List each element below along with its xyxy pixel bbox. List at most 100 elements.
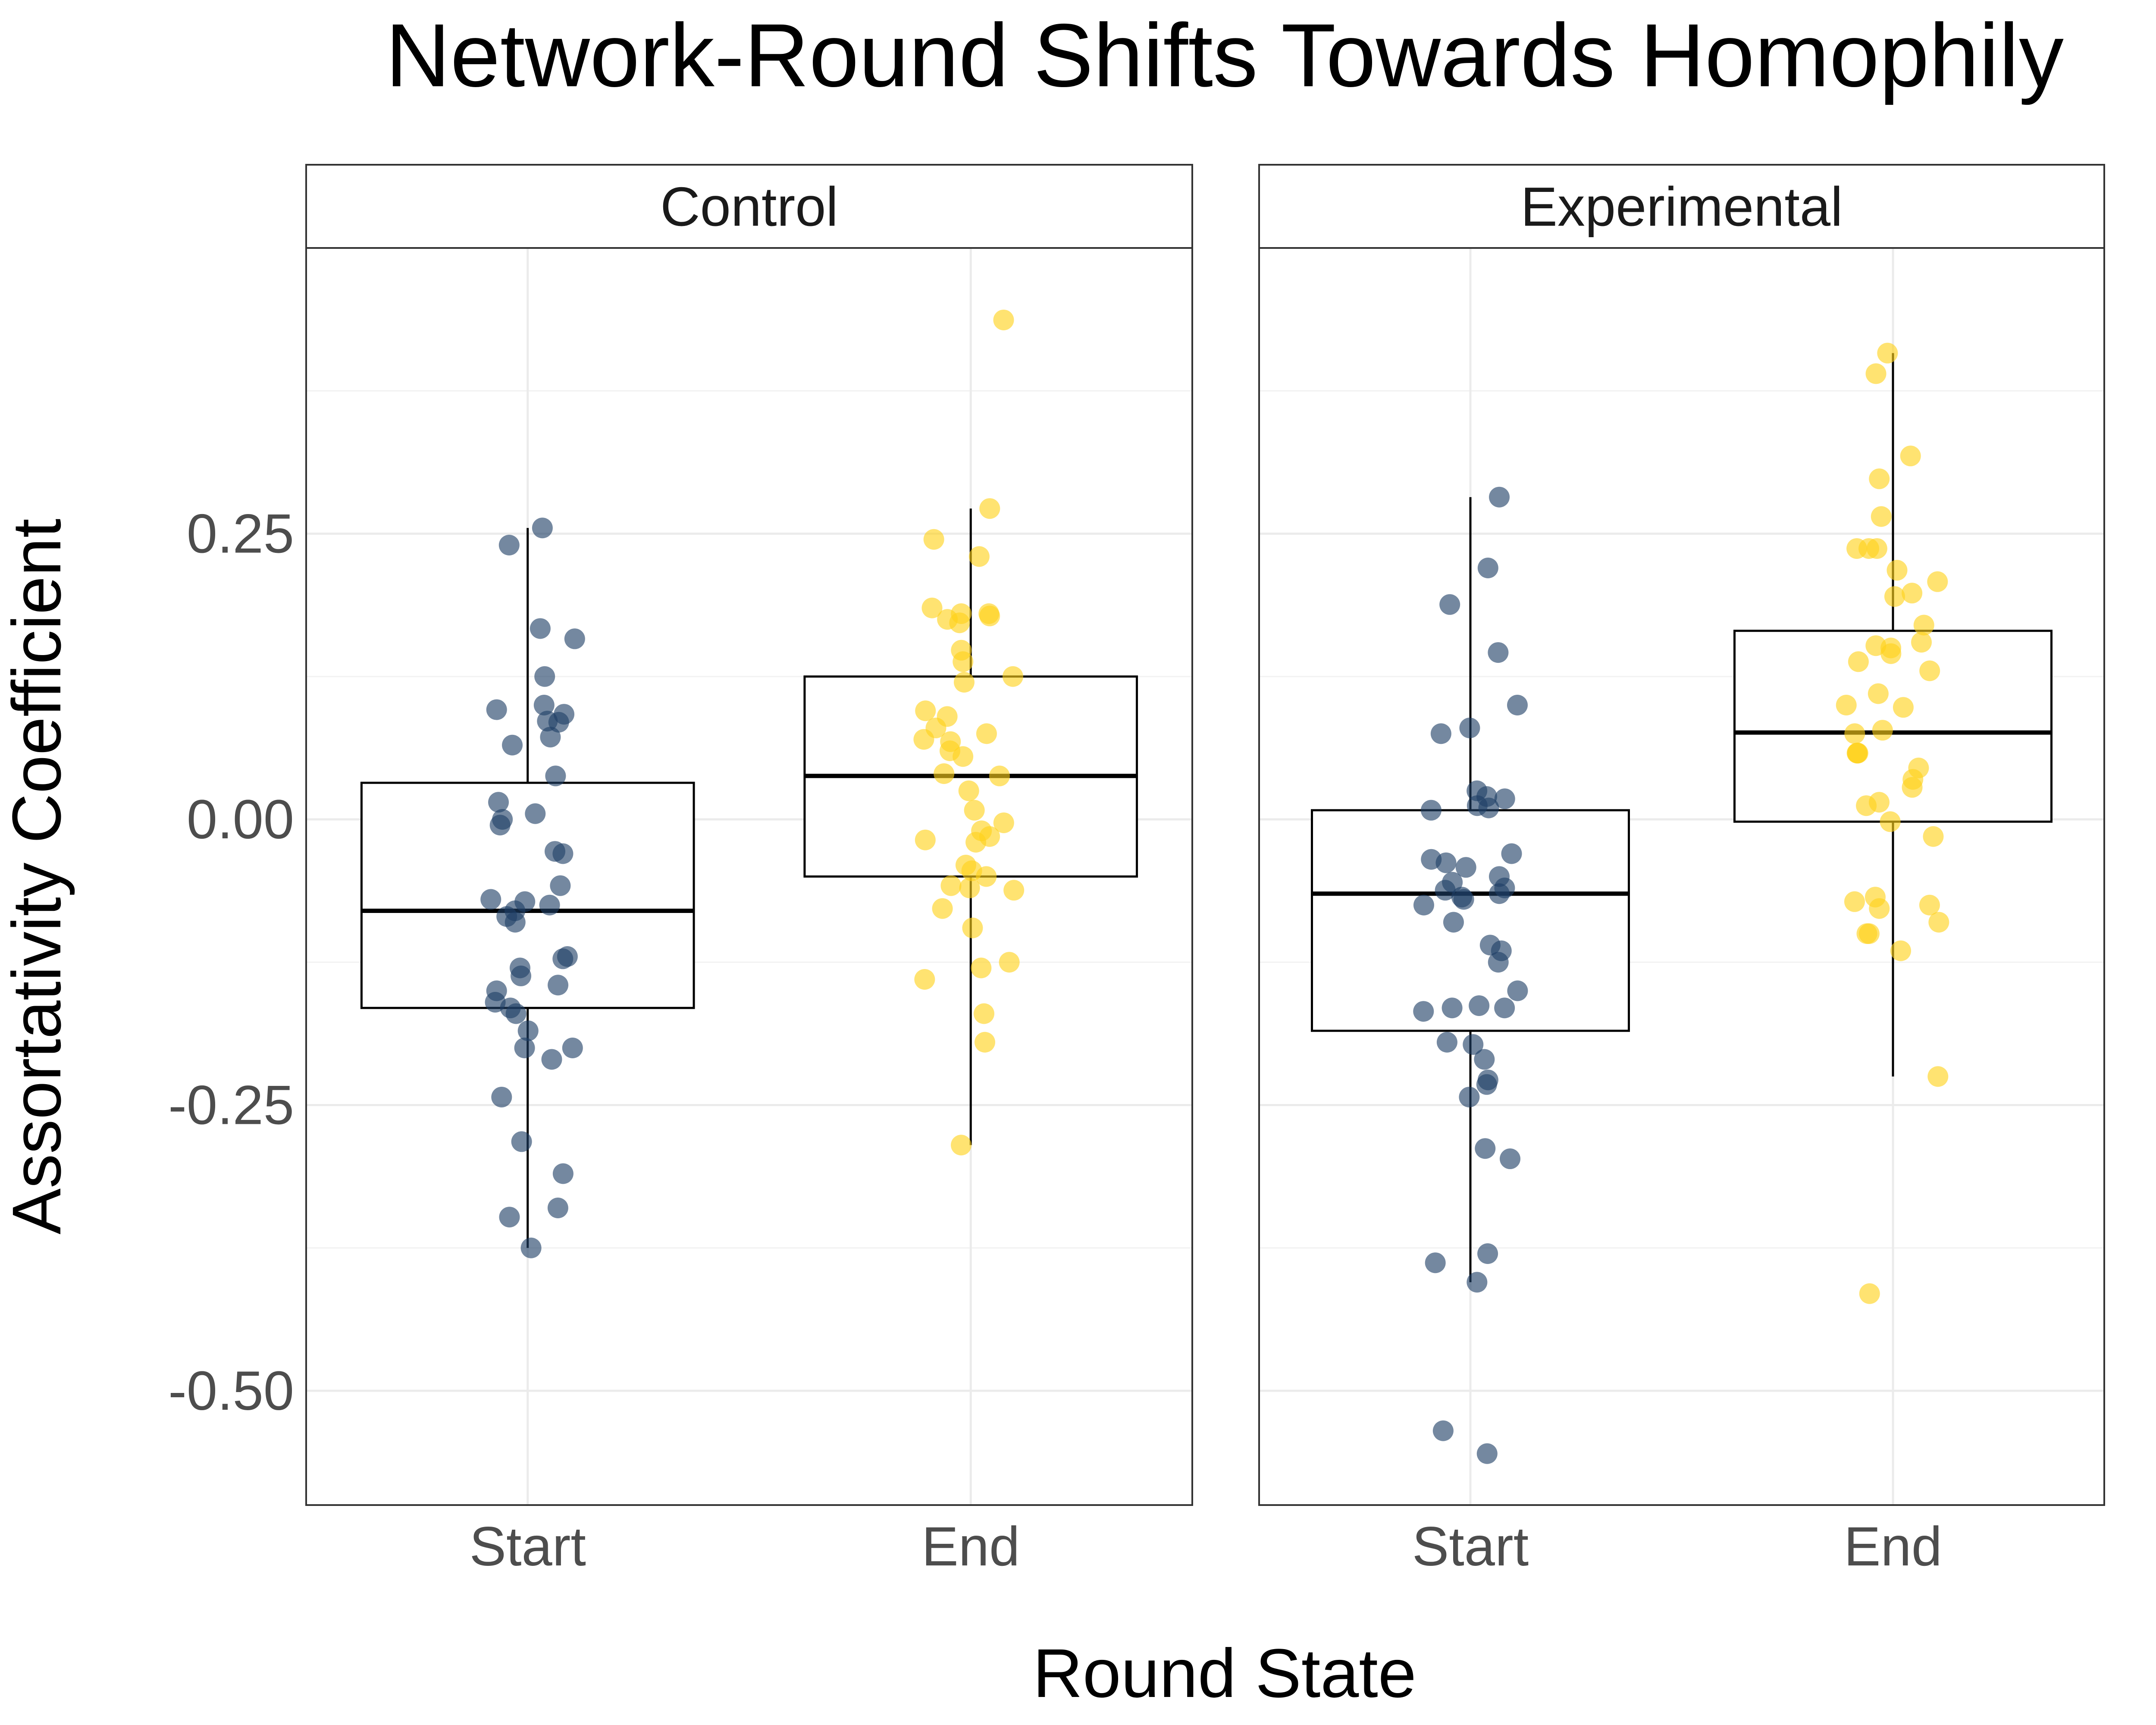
data-point (488, 792, 509, 813)
data-point (1858, 923, 1880, 944)
data-point (1846, 538, 1868, 559)
data-point (971, 957, 992, 979)
data-point (1871, 506, 1892, 527)
data-point (502, 734, 523, 756)
facet-strip-label: Experimental (1521, 176, 1843, 238)
data-point (480, 889, 501, 910)
data-point (1489, 883, 1510, 904)
data-point (1844, 723, 1865, 744)
data-point (953, 746, 974, 767)
data-point (1865, 363, 1887, 384)
data-point (1425, 1252, 1446, 1273)
data-point (1488, 642, 1509, 663)
data-point (1476, 1443, 1498, 1464)
data-point (534, 666, 555, 687)
data-point (1884, 586, 1905, 607)
data-point (1902, 583, 1923, 604)
data-point (959, 878, 980, 898)
data-point (921, 597, 943, 618)
y-tick-label: 0.00 (187, 789, 294, 850)
data-point (1856, 795, 1877, 816)
data-point (539, 894, 560, 916)
facet-panel-experimental: Experimental Start End (1258, 164, 2105, 1578)
data-point (1453, 889, 1474, 910)
data-point (1475, 1138, 1496, 1159)
y-axis-title: Assortativity Coefficient (0, 519, 75, 1235)
data-point (1413, 1001, 1434, 1022)
data-point (486, 699, 507, 720)
data-point (1435, 880, 1456, 901)
data-point (491, 1086, 512, 1107)
data-point (999, 952, 1020, 973)
data-point (951, 1135, 972, 1156)
data-point (1488, 952, 1509, 973)
data-point (1887, 560, 1908, 581)
data-point (1866, 538, 1887, 559)
data-point (1836, 695, 1857, 715)
data-point (923, 529, 944, 550)
data-point (1847, 743, 1868, 764)
data-point (1003, 880, 1025, 901)
data-point (552, 1163, 573, 1184)
data-point (1474, 1049, 1495, 1070)
data-point (498, 535, 520, 555)
data-point (964, 800, 985, 821)
data-point (525, 803, 546, 824)
data-point (979, 605, 1000, 627)
data-point (547, 1198, 568, 1218)
data-point (1420, 800, 1442, 821)
y-tick-label: -0.50 (168, 1360, 294, 1422)
data-point (914, 969, 935, 990)
data-point (1435, 852, 1457, 873)
data-point (1432, 1420, 1454, 1441)
data-point (993, 812, 1014, 833)
data-point (540, 727, 561, 748)
data-point (552, 948, 573, 969)
facet-panel-control: Control Start End (305, 164, 1193, 1578)
data-point (913, 729, 934, 750)
data-point (979, 498, 1000, 519)
data-point (1880, 643, 1902, 664)
data-point (1923, 826, 1944, 847)
y-tick-label: -0.25 (168, 1075, 294, 1136)
data-point (1501, 843, 1522, 864)
data-point (1919, 660, 1940, 681)
x-tick-label: Start (470, 1516, 586, 1578)
data-point (934, 763, 955, 784)
data-point (1443, 912, 1464, 933)
data-point (1459, 1086, 1480, 1107)
data-point (915, 829, 936, 850)
chart-title: Network-Round Shifts Towards Homophily (385, 6, 2064, 106)
data-point (532, 518, 553, 539)
data-point (514, 1038, 535, 1058)
data-point (1477, 1243, 1498, 1264)
data-point (499, 1207, 520, 1228)
data-point (1439, 594, 1460, 615)
data-point (976, 723, 997, 744)
data-point (958, 780, 979, 801)
facet-strip (305, 164, 1193, 249)
data-point (1494, 788, 1515, 809)
facet-strip-label: Control (660, 176, 838, 238)
data-point (564, 628, 585, 649)
data-point (1900, 445, 1921, 467)
data-point (511, 966, 532, 987)
data-point (1477, 558, 1498, 578)
facet-strip (1258, 164, 2105, 249)
data-point (1455, 857, 1476, 878)
data-point (489, 815, 511, 836)
data-point (1467, 1272, 1488, 1293)
data-point (940, 875, 962, 896)
data-point (1880, 811, 1901, 832)
x-tick-label: End (921, 1516, 1020, 1578)
data-point (976, 866, 997, 887)
data-point (1476, 1074, 1497, 1095)
data-point (915, 700, 936, 721)
x-tick-label: Start (1412, 1516, 1529, 1578)
data-point (1459, 718, 1480, 738)
data-point (1927, 1066, 1949, 1087)
box-iqr (1311, 809, 1630, 1032)
data-point (505, 1003, 526, 1024)
